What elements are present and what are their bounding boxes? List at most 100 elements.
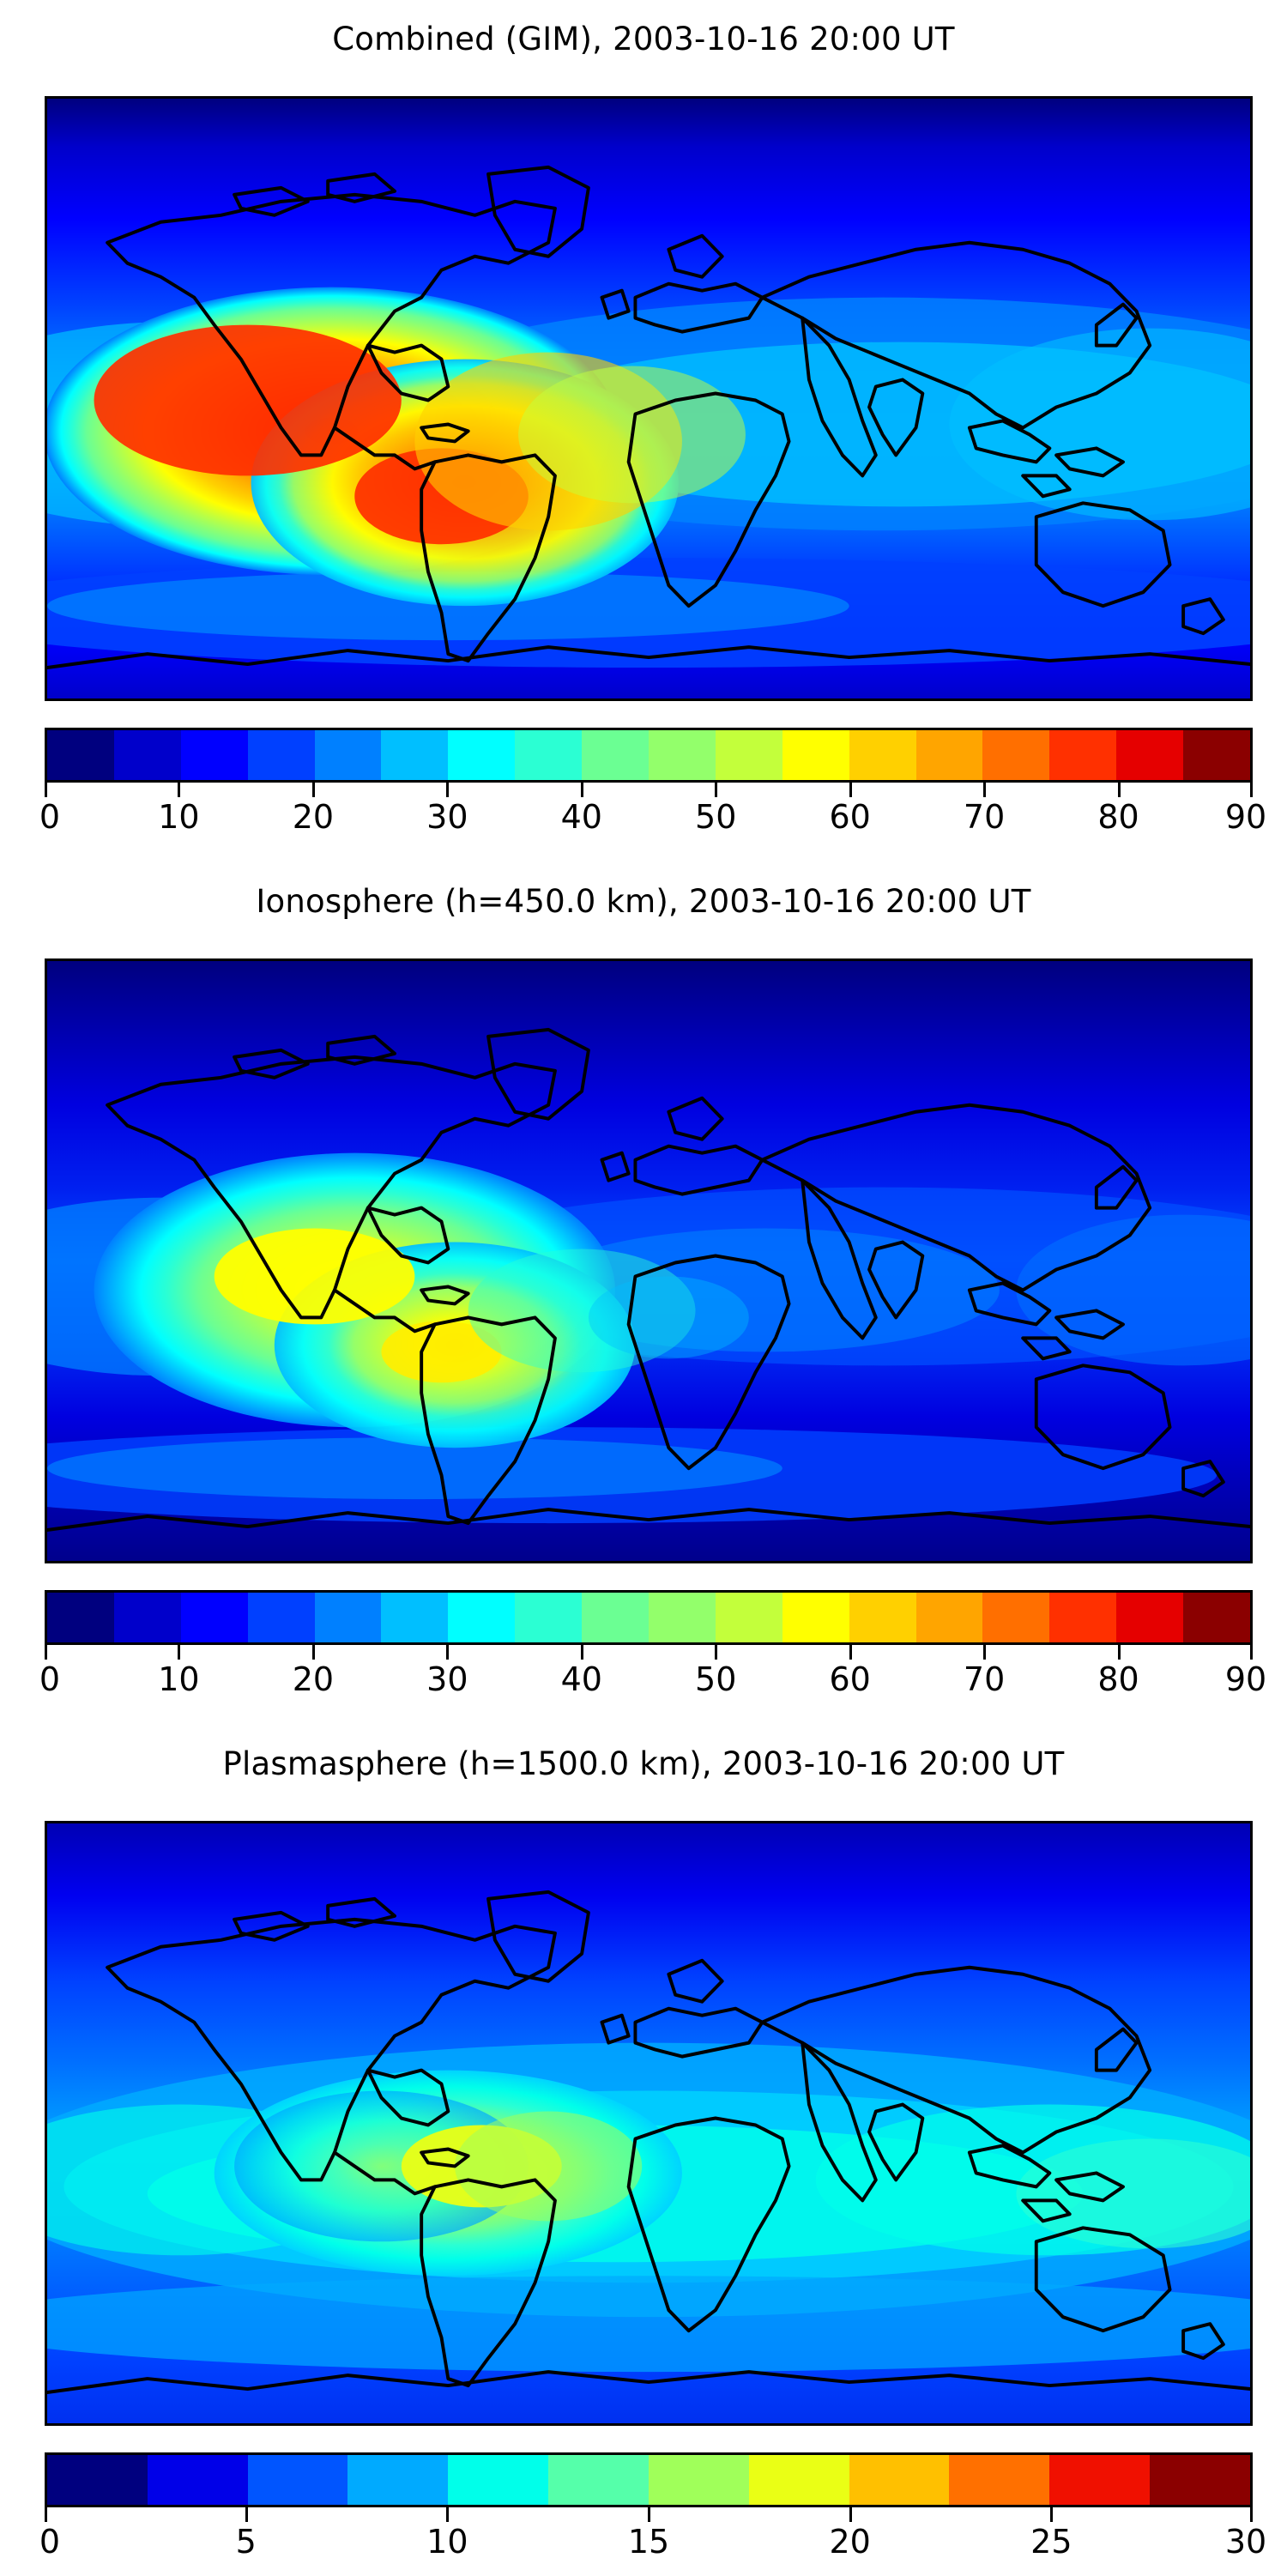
colorbar-swatch <box>548 2455 649 2505</box>
colorbar-tick-label: 30 <box>1224 2523 1267 2561</box>
map-contour-ionosphere <box>47 961 1250 1561</box>
panel-title-combined-gim: Combined (GIM), 2003-10-16 20:00 UT <box>332 21 955 57</box>
colorbar-tick <box>446 783 450 797</box>
panel-ionosphere: Ionosphere (h=450.0 km), 2003-10-16 20:0… <box>0 862 1287 1729</box>
contour-field-ionosphere <box>47 961 1250 1561</box>
colorbar-tick <box>1250 783 1253 797</box>
colorbar-swatch <box>782 730 849 780</box>
colorbar-swatch <box>849 2455 950 2505</box>
colorbar-tick-label: 30 <box>426 1660 468 1698</box>
colorbar-tick-label: 30 <box>426 798 468 836</box>
colorbar-swatch <box>1150 2455 1250 2505</box>
colorbar-swatch <box>1183 1593 1251 1642</box>
colorbar-tick <box>715 783 718 797</box>
coastlines <box>47 1027 1250 1533</box>
colorbar-tick-label: 90 <box>1224 1660 1267 1698</box>
coastlines <box>47 165 1250 670</box>
colorbar-tick-label: 10 <box>158 1660 200 1698</box>
colorbar-tick-label: 10 <box>426 2523 468 2561</box>
colorbar-swatch <box>1049 730 1117 780</box>
colorbar-swatch <box>180 1593 248 1642</box>
colorbar-swatch <box>1116 730 1184 780</box>
colorbar-tick-label: 0 <box>39 2523 61 2561</box>
colorbar-swatch <box>849 730 916 780</box>
colorbar-swatch <box>113 1593 181 1642</box>
colorbar-swatch <box>982 1593 1050 1642</box>
colorbar-swatch <box>314 1593 382 1642</box>
colorbar-tick <box>1117 1645 1121 1660</box>
colorbar-tick <box>1050 2507 1054 2522</box>
colorbar-tick <box>45 2507 47 2522</box>
colorbar-swatch <box>982 730 1050 780</box>
colorbar-tick-label: 40 <box>560 798 602 836</box>
panel-title-plasmasphere: Plasmasphere (h=1500.0 km), 2003-10-16 2… <box>222 1745 1065 1782</box>
colorbar-ionosphere[interactable] <box>45 1590 1253 1645</box>
colorbar-ticks-combined-gim: 0 10 20 30 40 50 60 70 80 90 <box>39 783 1266 851</box>
map-axes-combined-gim[interactable] <box>45 96 1253 701</box>
map-contour-combined-gim <box>47 99 1250 698</box>
colorbar-swatch <box>381 730 449 780</box>
colorbar-swatch <box>949 2455 1050 2505</box>
colorbar-plasmasphere[interactable] <box>45 2452 1253 2507</box>
colorbar-tick <box>983 783 987 797</box>
colorbar-tick-label: 70 <box>963 1660 1006 1698</box>
panel-title-ionosphere: Ionosphere (h=450.0 km), 2003-10-16 20:0… <box>256 883 1031 920</box>
colorbar-tick <box>178 783 181 797</box>
colorbar-swatch <box>915 1593 983 1642</box>
colorbar-swatch <box>715 1593 782 1642</box>
colorbar-tick <box>446 1645 450 1660</box>
colorbar-swatch <box>448 1593 516 1642</box>
colorbar-swatch <box>649 1593 716 1642</box>
colorbar-tick <box>45 1645 47 1660</box>
colorbar-tick <box>1117 783 1121 797</box>
colorbar-swatch <box>448 730 516 780</box>
panel-combined-gim: Combined (GIM), 2003-10-16 20:00 UT <box>0 0 1287 867</box>
colorbar-swatch <box>1183 730 1251 780</box>
colorbar-tick-label: 20 <box>292 798 335 836</box>
map-axes-ionosphere[interactable] <box>45 958 1253 1563</box>
colorbar-swatch <box>47 2455 148 2505</box>
map-axes-plasmasphere[interactable] <box>45 1821 1253 2426</box>
contour-field-combined-gim <box>47 99 1250 698</box>
colorbar-tick <box>311 783 315 797</box>
colorbar-tick-label: 10 <box>158 798 200 836</box>
colorbar-swatch <box>247 2455 348 2505</box>
colorbar-combined-gim[interactable] <box>45 728 1253 783</box>
colorbar-ticks-plasmasphere: 0 5 10 15 20 25 30 <box>39 2507 1266 2576</box>
colorbar-swatch <box>47 730 114 780</box>
colorbar-swatch <box>147 2455 248 2505</box>
colorbar-tick-label: 0 <box>39 798 61 836</box>
colorbar-tick <box>648 2507 650 2522</box>
map-contour-plasmasphere <box>47 1823 1250 2423</box>
colorbar-tick-label: 5 <box>235 2523 257 2561</box>
colorbar-tick-label: 90 <box>1224 798 1267 836</box>
colorbar-tick-label: 50 <box>695 1660 737 1698</box>
colorbar-ticks-ionosphere: 0 10 20 30 40 50 60 70 80 90 <box>39 1645 1266 1714</box>
colorbar-tick <box>245 2507 248 2522</box>
colorbar-swatch <box>748 2455 849 2505</box>
colorbar-swatch <box>347 2455 449 2505</box>
colorbar-tick-label: 40 <box>560 1660 602 1698</box>
colorbar-swatch <box>649 730 716 780</box>
colorbar-tick <box>446 2507 450 2522</box>
coastlines <box>47 1890 1250 2395</box>
colorbar-tick-label: 60 <box>829 798 871 836</box>
colorbar-swatch <box>1049 2455 1151 2505</box>
contour-field-plasmasphere <box>47 1823 1250 2423</box>
colorbar-swatch <box>782 1593 849 1642</box>
colorbar-tick-label: 20 <box>829 2523 871 2561</box>
colorbar-tick <box>178 1645 181 1660</box>
colorbar-tick <box>849 2507 852 2522</box>
colorbar-tick-label: 25 <box>1030 2523 1072 2561</box>
colorbar-tick-label: 60 <box>829 1660 871 1698</box>
colorbar-swatch <box>180 730 248 780</box>
colorbar-tick <box>580 783 583 797</box>
colorbar-tick-label: 20 <box>292 1660 335 1698</box>
colorbar-swatch <box>582 730 650 780</box>
colorbar-tick <box>849 783 852 797</box>
colorbar-swatch <box>715 730 782 780</box>
colorbar-swatch <box>247 730 315 780</box>
colorbar-swatch <box>915 730 983 780</box>
colorbar-swatch <box>448 2455 549 2505</box>
